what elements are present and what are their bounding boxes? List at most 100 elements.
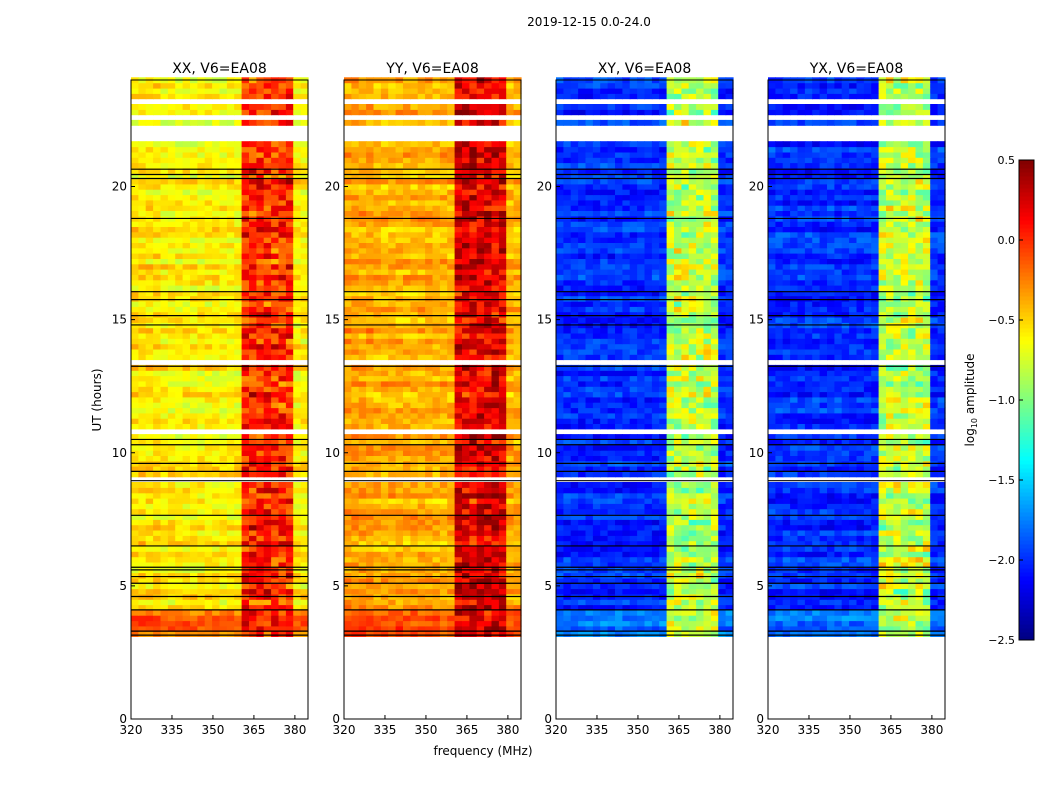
heatmap-cell — [175, 354, 183, 360]
heatmap-cell — [425, 211, 433, 217]
heatmap-cell — [514, 258, 522, 264]
heatmap-cell — [396, 211, 404, 217]
heatmap-cell — [704, 589, 712, 595]
heatmap-cell — [183, 583, 191, 589]
heatmap-cell — [359, 328, 367, 334]
heatmap-cell — [351, 205, 359, 211]
heatmap-cell — [425, 535, 433, 541]
heatmap-cell — [205, 418, 213, 424]
heatmap-cell — [659, 610, 667, 616]
heatmap-cell — [433, 482, 441, 488]
heatmap-cell — [197, 471, 205, 477]
heatmap-cell — [256, 280, 264, 286]
heatmap-cell — [410, 450, 418, 456]
heatmap-cell — [492, 179, 500, 185]
heatmap-cell — [499, 157, 507, 163]
heatmap-cell — [440, 376, 448, 382]
heatmap-cell — [484, 493, 492, 499]
heatmap-cell — [256, 264, 264, 270]
heatmap-cell — [279, 242, 287, 248]
heatmap-cell — [351, 445, 359, 451]
heatmap-cell — [146, 493, 154, 499]
heatmap-cell — [286, 253, 294, 259]
heatmap-cell — [344, 232, 352, 238]
heatmap-cell — [249, 253, 257, 259]
heatmap-cell — [645, 621, 653, 627]
heatmap-cell — [696, 583, 704, 589]
heatmap-cell — [381, 285, 389, 291]
heatmap-cell — [344, 344, 352, 350]
heatmap-cell — [227, 189, 235, 195]
heatmap-cell — [205, 269, 213, 275]
heatmap-cell — [153, 258, 161, 264]
heatmap-cell — [388, 109, 396, 115]
heatmap-cell — [205, 525, 213, 531]
heatmap-cell — [359, 493, 367, 499]
heatmap-cell — [286, 120, 294, 126]
heatmap-cell — [279, 226, 287, 232]
heatmap-cell — [256, 621, 264, 627]
heatmap-cell — [138, 376, 146, 382]
heatmap-cell — [205, 306, 213, 312]
heatmap-cell — [227, 109, 235, 115]
heatmap-cell — [514, 455, 522, 461]
heatmap-cell — [131, 333, 139, 339]
heatmap-cell — [227, 274, 235, 280]
heatmap-cell — [168, 221, 176, 227]
heatmap-cell — [301, 109, 309, 115]
heatmap-cell — [381, 88, 389, 94]
heatmap-cell — [396, 551, 404, 557]
heatmap-cell — [197, 445, 205, 451]
heatmap-cell — [227, 280, 235, 286]
heatmap-cell — [622, 610, 630, 616]
heatmap-cell — [514, 242, 522, 248]
heatmap-cell — [484, 280, 492, 286]
heatmap-cell — [242, 493, 250, 499]
heatmap-cell — [359, 285, 367, 291]
heatmap-cell — [271, 317, 279, 323]
heatmap-cell — [374, 152, 382, 158]
heatmap-cell — [425, 471, 433, 477]
heatmap-cell — [234, 120, 242, 126]
heatmap-cell — [637, 589, 645, 595]
heatmap-cell — [388, 93, 396, 99]
heatmap-cell — [220, 498, 228, 504]
heatmap-cell — [301, 392, 309, 398]
heatmap-cell — [366, 503, 374, 509]
heatmap-cell — [197, 189, 205, 195]
heatmap-cell — [256, 418, 264, 424]
heatmap-cell — [455, 328, 463, 334]
heatmap-cell — [293, 301, 301, 307]
heatmap-cell — [264, 88, 272, 94]
heatmap-cell — [205, 104, 213, 110]
heatmap-cell — [403, 509, 411, 515]
heatmap-cell — [645, 631, 653, 637]
heatmap-cell — [388, 147, 396, 153]
heatmap-cell — [146, 242, 154, 248]
heatmap-cell — [220, 242, 228, 248]
heatmap-cell — [462, 120, 470, 126]
heatmap-cell — [477, 445, 485, 451]
heatmap-cell — [249, 221, 257, 227]
heatmap-cell — [293, 370, 301, 376]
heatmap-cell — [264, 157, 272, 163]
heatmap-cell — [381, 493, 389, 499]
heatmap-cell — [344, 418, 352, 424]
heatmap-cell — [492, 184, 500, 190]
heatmap-cell — [249, 189, 257, 195]
heatmap-cell — [455, 450, 463, 456]
heatmap-cell — [659, 621, 667, 627]
heatmap-cell — [440, 498, 448, 504]
heatmap-cell — [403, 317, 411, 323]
heatmap-cell — [366, 413, 374, 419]
heatmap-cell — [359, 88, 367, 94]
heatmap-cell — [161, 487, 169, 493]
heatmap-cell — [146, 248, 154, 254]
heatmap-cell — [455, 147, 463, 153]
heatmap-cell — [153, 120, 161, 126]
heatmap-cell — [514, 264, 522, 270]
heatmap-cell — [212, 152, 220, 158]
heatmap-cell — [571, 631, 579, 637]
heatmap-cell — [212, 269, 220, 275]
heatmap-cell — [484, 195, 492, 201]
